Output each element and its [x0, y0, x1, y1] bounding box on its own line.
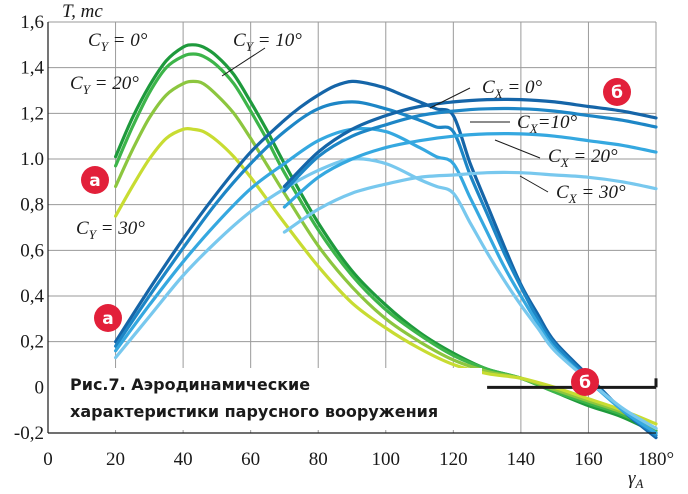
curve-label: CX = 20°: [548, 146, 618, 170]
marker-circle: [94, 304, 122, 332]
curve-label: CY = 20°: [70, 73, 139, 97]
y-tick-label: 1.0: [20, 149, 44, 170]
y-tick-label: 0,2: [20, 332, 44, 353]
series-line-10: [282, 132, 658, 209]
curve-label: CX = 30°: [556, 182, 626, 206]
x-tick-label: 160: [574, 449, 603, 470]
x-tick-label: 0: [43, 449, 53, 470]
caption-line-2: характеристики парусного вооружения: [70, 402, 438, 421]
axes: [47, 22, 658, 434]
x-tick-label: 40: [174, 449, 193, 470]
curve-label: CY = 0°: [88, 30, 148, 54]
marker-letter: б: [579, 373, 591, 393]
series-line-9: [282, 106, 658, 193]
y-tick-label: 0,8: [20, 195, 44, 216]
series-line-4: [114, 79, 658, 440]
x-tick-label: 120: [439, 449, 468, 470]
label-leader: [494, 139, 541, 159]
marker-circle: [603, 78, 631, 106]
markers: а а б б: [81, 78, 631, 396]
tick-labels: 0 20 40 60 80 100 120 140 160 180° 1,6 1,4 1,2 1.0 0,8…: [14, 12, 674, 470]
caption-background: [62, 368, 482, 430]
x-tick-label: 60: [241, 449, 260, 470]
y-tick-label: 1,6: [20, 12, 44, 33]
label-leader: [221, 47, 266, 77]
x-tick-label: 80: [309, 449, 328, 470]
caption-line-1: Рис.7. Аэродинамические: [70, 375, 310, 394]
marker-letter: а: [102, 309, 113, 329]
series-group: [114, 43, 658, 440]
x-tick-label: 20: [106, 449, 125, 470]
marker-circle: [81, 166, 109, 194]
curve-label: CY = 30°: [76, 218, 145, 242]
series-line-8: [282, 97, 658, 188]
curve-label: CX=10°: [517, 112, 577, 136]
curve-label: CY = 10°: [233, 30, 302, 54]
y-tick-label: -0,2: [14, 423, 44, 444]
series-line-7: [114, 157, 658, 430]
marker-letter: б: [611, 83, 623, 103]
y-tick-label: 1,2: [20, 103, 44, 124]
y-tick-label: 1,4: [20, 58, 44, 79]
series-line-11: [282, 170, 658, 234]
series-line-3: [114, 126, 658, 426]
y-tick-label: 0: [35, 377, 45, 398]
y-tick-label: 0,4: [20, 286, 44, 307]
curve-label: CX = 0°: [482, 77, 542, 101]
y-axis-title: T, тс: [62, 1, 103, 22]
series-line-5: [114, 100, 658, 437]
y-tick-label: 0,6: [20, 240, 44, 261]
marker-letter: а: [89, 171, 100, 191]
x-tick-label: 100: [372, 449, 401, 470]
curve-labels: CY = 0° CY = 10° CY = 20° CY = 30° CX = 0° CX…: [70, 30, 626, 242]
x-axis-title: γA: [628, 468, 644, 491]
label-leader: [429, 87, 471, 109]
marker-circle: [571, 368, 599, 396]
x-tick-label: 180°: [638, 449, 674, 470]
x-tick-label: 140: [507, 449, 536, 470]
label-leader: [519, 175, 549, 193]
series-line-6: [114, 126, 658, 435]
